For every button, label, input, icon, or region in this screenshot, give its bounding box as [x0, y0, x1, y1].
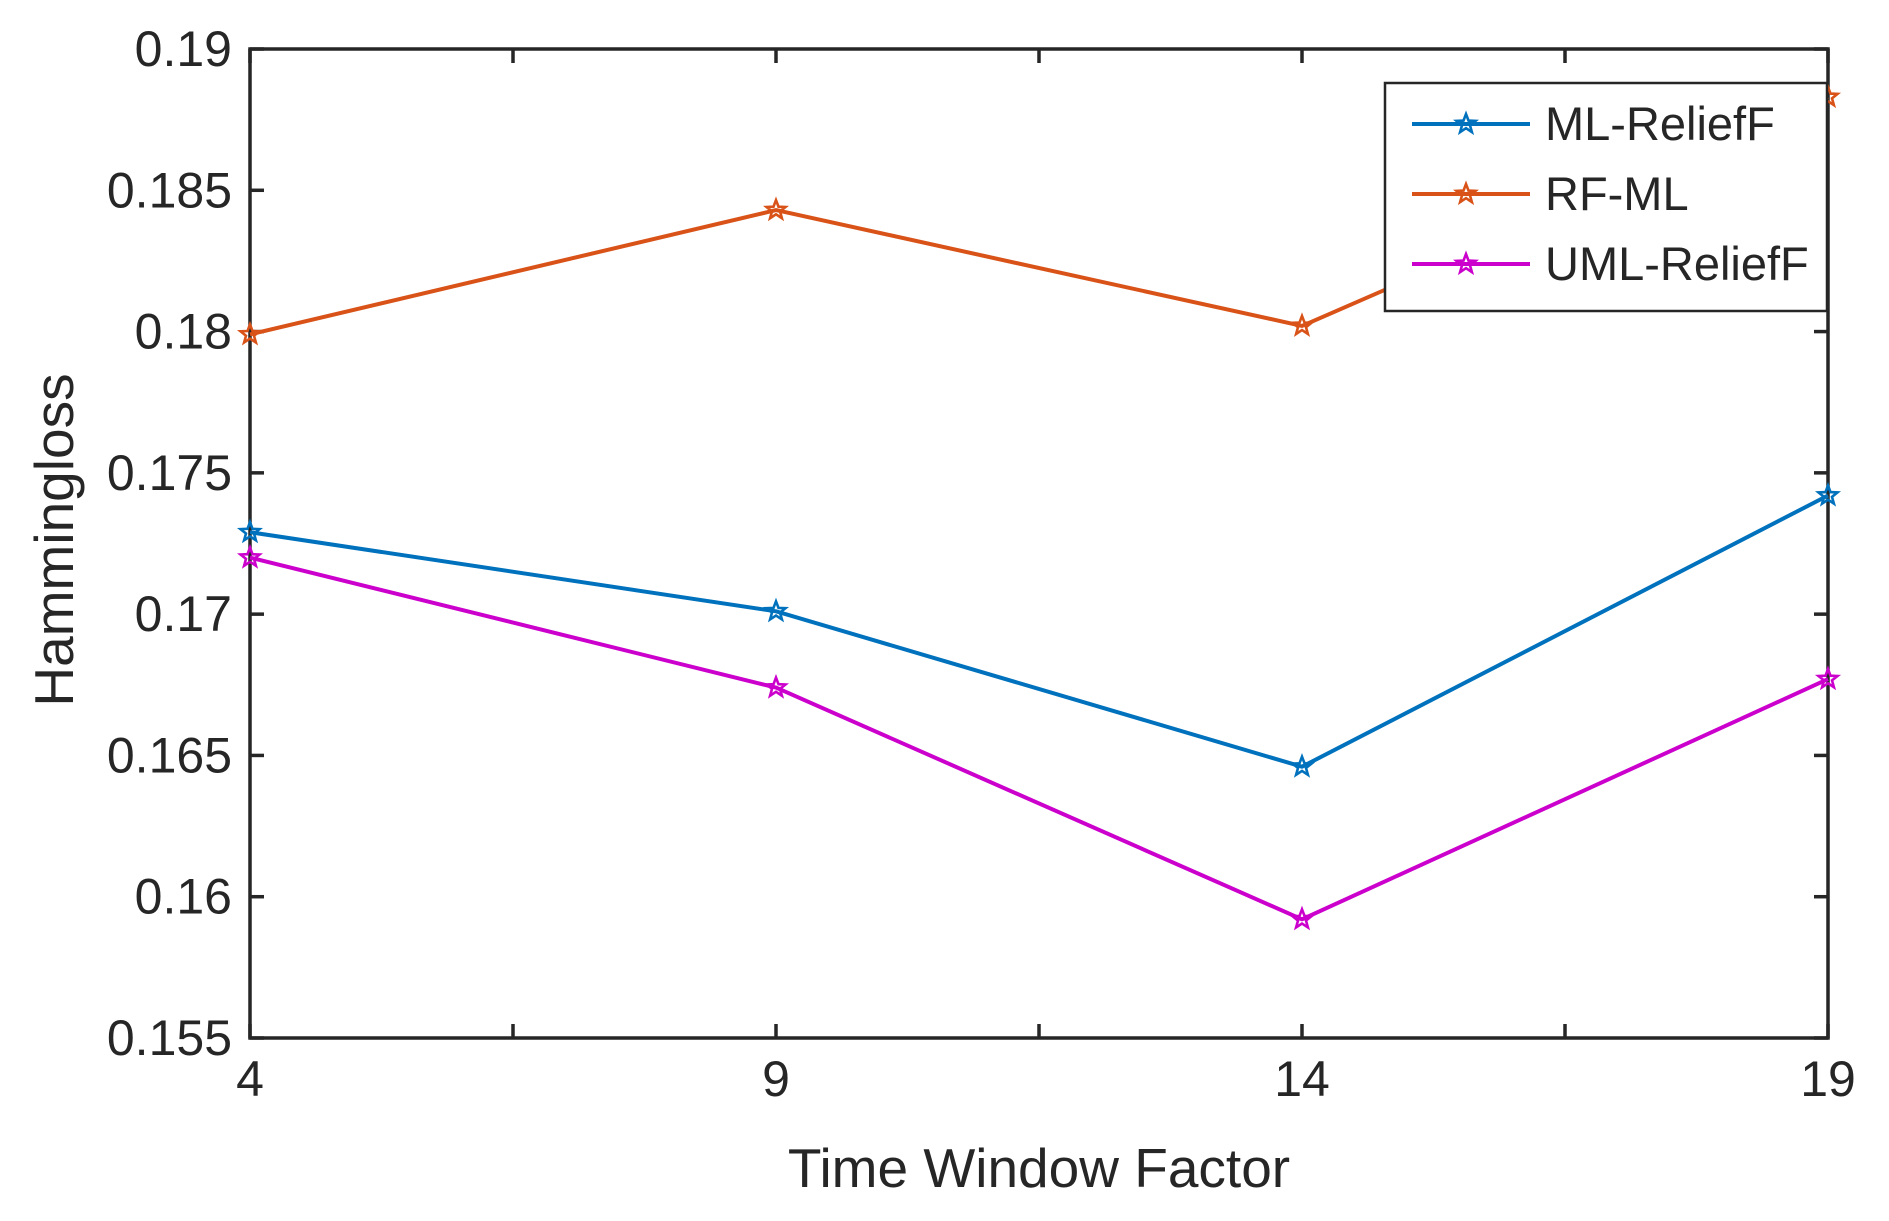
legend-marker [1452, 110, 1480, 136]
x-axis-ticks [248, 49, 1830, 1038]
legend-marker [1452, 180, 1480, 206]
series-marker [1288, 312, 1316, 338]
legend-label: UML-ReliefF [1545, 237, 1809, 290]
series-line [249, 493, 1829, 769]
y-tick-label: 0.19 [135, 21, 232, 77]
series-marker [236, 543, 264, 569]
x-tick-label: 9 [762, 1051, 790, 1107]
legend: ML-ReliefF RF-ML UML-ReliefF [1383, 81, 1829, 313]
legend-label: ML-ReliefF [1545, 97, 1775, 150]
y-tick-label: 0.185 [107, 162, 232, 218]
series-marker [762, 597, 790, 623]
series-line [249, 555, 1829, 922]
series-uml-relieff [236, 543, 1842, 931]
y-tick-label: 0.17 [135, 586, 232, 642]
series-marker [1814, 665, 1842, 691]
y-tick-label: 0.175 [107, 445, 232, 501]
legend-entry-ml-relieff: ML-ReliefF [1412, 97, 1775, 150]
x-tick-label: 14 [1274, 1051, 1330, 1107]
x-tick-label: 4 [236, 1051, 264, 1107]
legend-label: RF-ML [1545, 167, 1689, 220]
x-axis-title: Time Window Factor [787, 1137, 1291, 1199]
y-tick-label: 0.18 [135, 304, 232, 360]
x-tick-label: 19 [1800, 1051, 1856, 1107]
x-tick-labels: 4 9 14 19 [236, 1051, 1856, 1107]
legend-entry-rf-ml: RF-ML [1412, 167, 1689, 220]
series-marker [1814, 481, 1842, 507]
y-tick-label: 0.155 [107, 1010, 232, 1066]
y-tick-label: 0.165 [107, 727, 232, 783]
y-axis-title: Hammingloss [23, 373, 85, 707]
series-marker [762, 196, 790, 222]
series-ml-relieff [236, 481, 1842, 778]
legend-marker [1452, 250, 1480, 276]
series-marker [1288, 753, 1316, 778]
y-tick-label: 0.16 [135, 869, 232, 925]
legend-entry-uml-relieff: UML-ReliefF [1412, 237, 1809, 290]
series-marker [236, 518, 264, 544]
series-marker [236, 320, 264, 346]
y-tick-labels: 0.155 0.16 0.165 0.17 0.175 0.18 0.185 0.19 [107, 21, 232, 1066]
series-marker [762, 673, 790, 699]
series-marker [1288, 905, 1316, 931]
